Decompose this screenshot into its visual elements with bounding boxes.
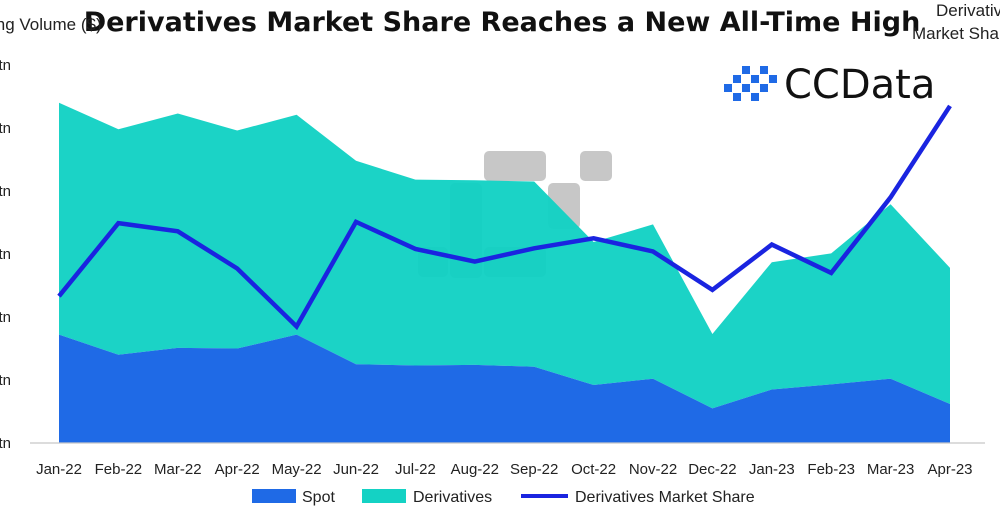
y-tick-label: 3tn — [0, 246, 11, 263]
legend: Spot Derivatives Derivatives Market Shar… — [252, 489, 755, 506]
legend-swatch-derivatives — [362, 489, 406, 503]
x-tick-label: Feb-23 — [807, 461, 855, 478]
y2-axis-label-line-1: Derivativ — [936, 1, 1000, 20]
y-tick-label: 6tn — [0, 57, 11, 74]
legend-label-market-share: Derivatives Market Share — [575, 489, 755, 506]
x-tick-label: Mar-23 — [867, 461, 915, 478]
y-tick-label: 0tn — [0, 435, 11, 452]
x-tick-label: Mar-22 — [154, 461, 202, 478]
line-derivatives-market-share — [57, 104, 952, 331]
x-tick-label: Apr-23 — [927, 461, 972, 478]
y-tick-label: 4tn — [0, 183, 11, 200]
x-tick-label: Feb-22 — [95, 461, 143, 478]
legend-swatch-spot — [252, 489, 296, 503]
y2-axis-label-line-2: Market Shar — [912, 24, 1000, 43]
x-tick-label: Jan-22 — [36, 461, 82, 478]
x-tick-label: May-22 — [272, 461, 322, 478]
y-tick-labels: 0tn 1tn 2tn 3tn 4tn 5tn 6tn — [0, 57, 11, 452]
x-tick-label: Oct-22 — [571, 461, 616, 478]
x-tick-label: Jun-22 — [333, 461, 379, 478]
legend-label-spot: Spot — [302, 489, 335, 506]
y-axis-label: ing Volume ($) — [0, 15, 102, 34]
line-layer — [57, 104, 952, 331]
x-tick-label: Apr-22 — [215, 461, 260, 478]
x-tick-labels: Jan-22 Feb-22 Mar-22 Apr-22 May-22 Jun-22 Jul-… — [36, 461, 972, 478]
area-spot — [59, 334, 950, 443]
y-tick-label: 2tn — [0, 309, 11, 326]
legend-label-derivatives: Derivatives — [413, 489, 492, 506]
x-tick-label: Dec-22 — [688, 461, 736, 478]
ccdata-logo-icon — [724, 66, 777, 101]
x-tick-label: Sep-22 — [510, 461, 558, 478]
chart-title: Derivatives Market Share Reaches a New A… — [84, 7, 921, 38]
brand-name: CCData — [784, 62, 935, 108]
y-tick-label: 1tn — [0, 372, 11, 389]
x-tick-label: Nov-22 — [629, 461, 677, 478]
x-tick-label: Jan-23 — [749, 461, 795, 478]
y-tick-label: 5tn — [0, 120, 11, 137]
x-tick-label: Jul-22 — [395, 461, 436, 478]
x-tick-label: Aug-22 — [451, 461, 499, 478]
